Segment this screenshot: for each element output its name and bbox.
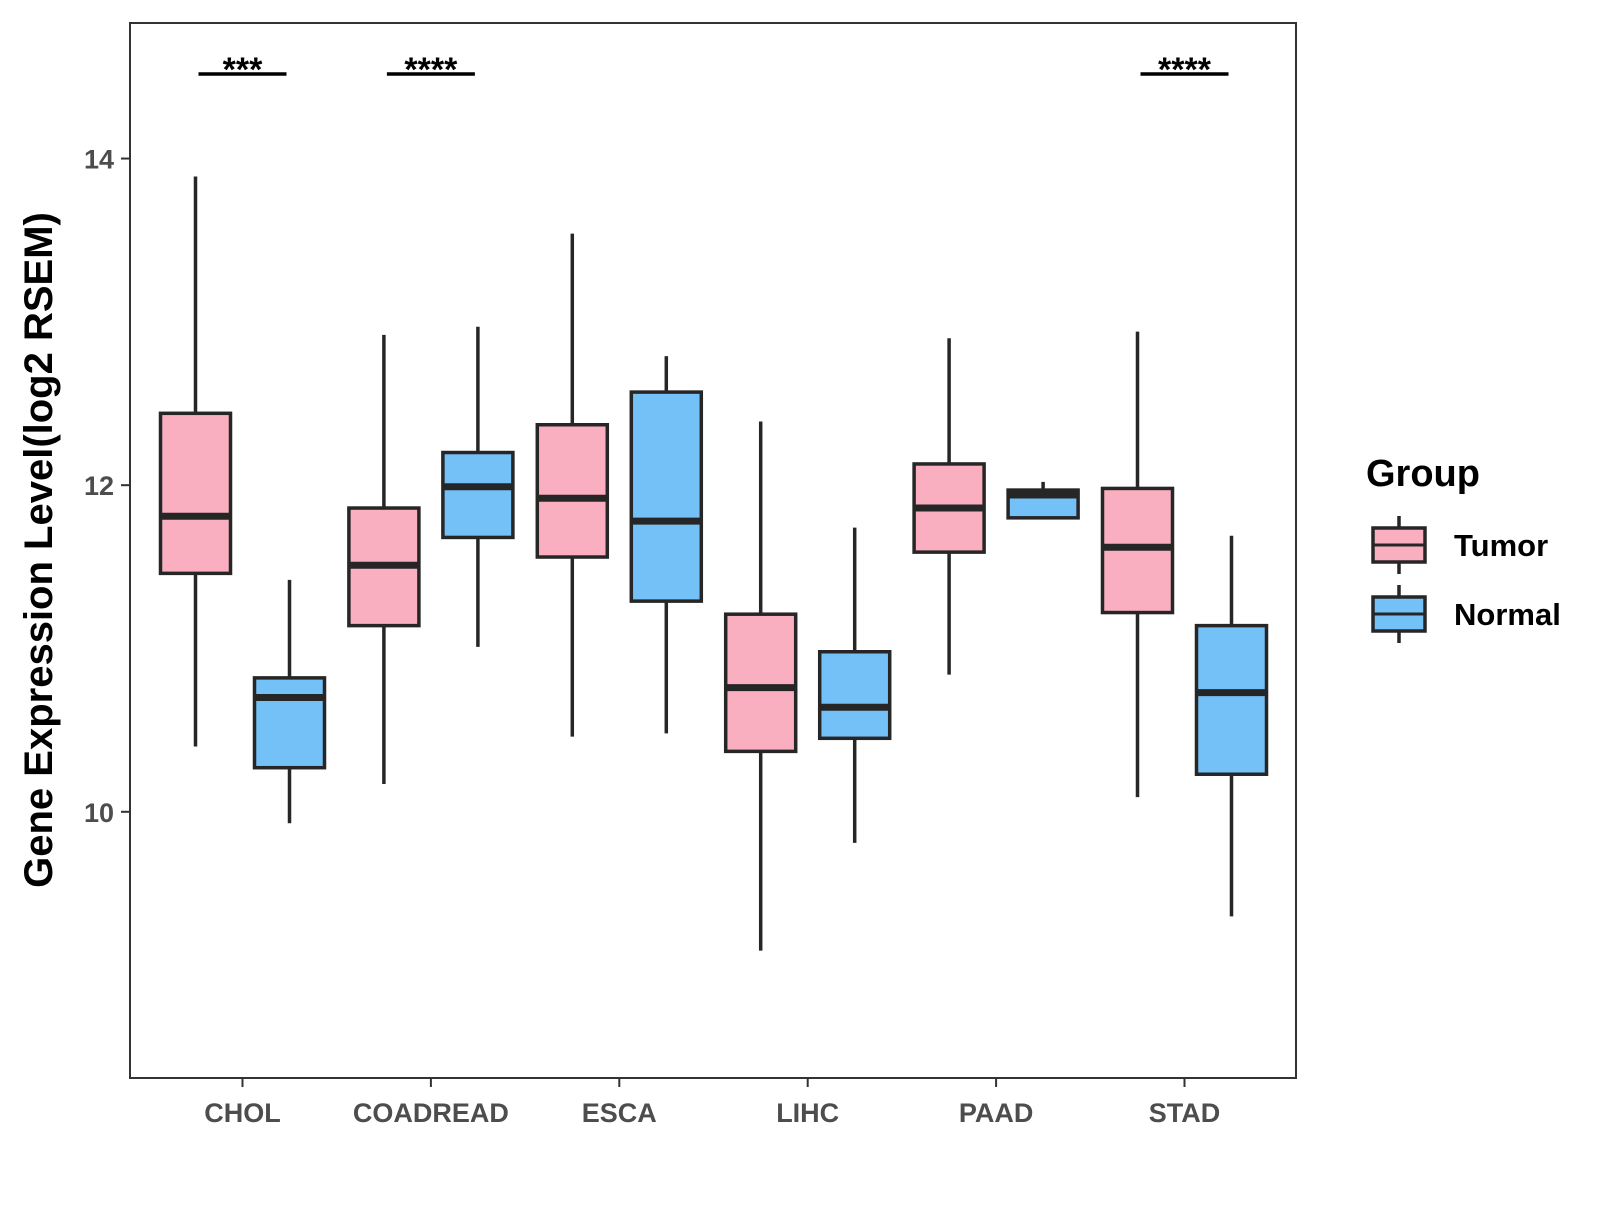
significance-annotations: *** **** ****: [198, 51, 1229, 89]
legend-label-tumor: Tumor: [1454, 528, 1548, 563]
x-tick-label-chol: CHOL: [204, 1098, 281, 1128]
boxes-layer: [158, 176, 1269, 951]
legend-item-tumor: Tumor: [1371, 516, 1548, 574]
box-esca-normal: [629, 356, 704, 734]
legend-title: Group: [1366, 453, 1480, 495]
x-tick-label-esca: ESCA: [582, 1098, 657, 1128]
x-tick-label-lihc: LIHC: [776, 1098, 839, 1128]
box-esca-tumor: [535, 233, 610, 737]
y-axis: 10 12 14: [84, 145, 130, 828]
significance-label-chol: ***: [223, 51, 263, 89]
y-tick-label-12: 12: [84, 471, 114, 501]
box-chol-tumor: [158, 176, 233, 747]
box-coadread-tumor: [347, 334, 421, 785]
box-paad-tumor: [912, 338, 986, 675]
box-lihc-tumor: [723, 421, 798, 951]
iqr-box-stad-normal: [1194, 623, 1269, 776]
legend: Group Tumor Normal: [1366, 453, 1561, 643]
box-stad-tumor: [1100, 331, 1175, 798]
x-tick-label-stad: STAD: [1149, 1098, 1221, 1128]
x-tick-label-coadread: COADREAD: [353, 1098, 509, 1128]
box-stad-normal: [1194, 535, 1269, 917]
iqr-box-coadread-normal: [441, 450, 515, 540]
iqr-box-chol-tumor: [158, 411, 233, 576]
iqr-box-chol-normal: [252, 676, 327, 770]
y-axis-title: Gene Expression Level(log2 RSEM): [17, 212, 61, 888]
legend-item-normal: Normal: [1371, 585, 1561, 643]
box-lihc-normal: [817, 527, 892, 843]
legend-label-normal: Normal: [1454, 597, 1561, 632]
iqr-box-lihc-normal: [817, 650, 892, 741]
iqr-box-esca-normal: [629, 390, 704, 603]
x-tick-label-paad: PAAD: [959, 1098, 1034, 1128]
significance-label-stad: ****: [1158, 51, 1212, 89]
significance-label-coadread: ****: [404, 51, 458, 89]
iqr-box-lihc-tumor: [723, 612, 798, 754]
iqr-box-esca-tumor: [535, 422, 610, 559]
box-chol-normal: [252, 579, 327, 824]
y-tick-label-14: 14: [84, 145, 114, 175]
x-axis: CHOL COADREAD ESCA LIHC PAAD STAD: [204, 1078, 1220, 1128]
box-coadread-normal: [441, 326, 515, 647]
box-paad-normal: [1006, 481, 1080, 520]
y-tick-label-10: 10: [84, 798, 114, 828]
